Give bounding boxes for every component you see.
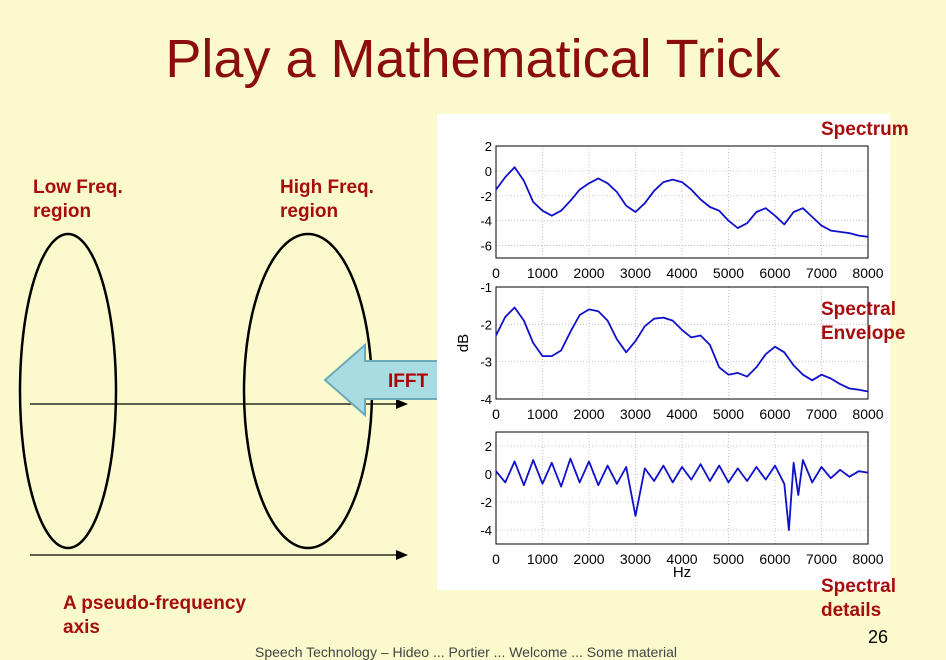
plot-2-y-tick-label: -1 xyxy=(480,280,492,295)
spectral-envelope-label-line1: Spectral xyxy=(821,299,896,320)
plot-1-y-tick-label: -2 xyxy=(480,189,492,204)
plot-1-y-tick-label: -6 xyxy=(480,239,492,254)
plot-3-x-tick-label: 8000 xyxy=(852,551,883,567)
spectral-envelope-label-line2: Envelope xyxy=(821,323,906,344)
plot-3-series-line xyxy=(495,457,869,531)
slide-footer: Speech Technology – Hideo ... Portier ..… xyxy=(255,644,678,660)
high-freq-label-line1: High Freq. xyxy=(280,177,374,198)
plot-1-x-tick-label: 7000 xyxy=(806,265,837,281)
low-freq-ellipse xyxy=(18,232,118,550)
plot-2-y-axis-label: dB xyxy=(455,334,472,352)
plot-2-y-tick-label: -3 xyxy=(480,355,492,370)
plot-1-x-tick-label: 0 xyxy=(492,265,500,281)
plot-1-x-tick-label: 3000 xyxy=(620,265,651,281)
spectral-details-label: Spectral details xyxy=(821,575,896,623)
plot-1-x-tick-label: 1000 xyxy=(527,265,558,281)
plot-1-x-tick-label: 5000 xyxy=(713,265,744,281)
plot-2-x-tick-label: 1000 xyxy=(527,406,558,422)
plot-2-x-tick-label: 2000 xyxy=(573,406,604,422)
plot-3-x-tick-label: 0 xyxy=(492,551,500,567)
pseudo-frequency-axis-label-line2: axis xyxy=(63,617,100,638)
plot-2-x-tick-label: 8000 xyxy=(852,406,883,422)
plot-1-x-tick-label: 4000 xyxy=(666,265,697,281)
plot-2-x-tick-label: 6000 xyxy=(759,406,790,422)
plot-1-x-tick-label: 8000 xyxy=(852,265,883,281)
plot-1-y-tick-label: -4 xyxy=(480,214,492,229)
plot-2-x-tick-label: 7000 xyxy=(806,406,837,422)
plot-2-x-tick-label: 5000 xyxy=(713,406,744,422)
plot-2-x-tick-label: 0 xyxy=(492,406,500,422)
plot-3-frame xyxy=(495,431,869,545)
plot-1-x-tick-label: 2000 xyxy=(573,265,604,281)
plot-2-y-tick-label: -2 xyxy=(480,317,492,332)
plot-1-y-tick-label: 2 xyxy=(485,139,492,154)
pseudo-frequency-axis-arrowhead xyxy=(396,550,408,560)
pseudo-frequency-axis-label-line1: A pseudo-frequency xyxy=(63,593,246,614)
plot-3-x-tick-label: 6000 xyxy=(759,551,790,567)
ifft-label: IFFT xyxy=(388,371,429,392)
plot-1-frame xyxy=(495,145,869,259)
low-freq-label-line1: Low Freq. xyxy=(33,177,123,198)
low-freq-label-line2: region xyxy=(33,201,92,222)
plot-2-x-tick-label: 3000 xyxy=(620,406,651,422)
spectral-details-label-line2: details xyxy=(821,600,882,621)
plot-2-frame xyxy=(495,286,869,400)
plot-1-x-tick-label: 6000 xyxy=(759,265,790,281)
plot-3-x-tick-label: 2000 xyxy=(573,551,604,567)
spectral-details-label-line1: Spectral xyxy=(821,576,896,597)
high-freq-label-line2: region xyxy=(280,201,339,222)
pseudo-frequency-axis-label: A pseudo-frequency axis xyxy=(63,592,246,640)
page-number: 26 xyxy=(868,627,889,647)
plot-1-y-tick-label: 0 xyxy=(485,164,492,179)
plot-3-x-tick-label: 7000 xyxy=(806,551,837,567)
low-freq-label: Low Freq. region xyxy=(33,176,123,224)
plot-2-x-tick-label: 4000 xyxy=(666,406,697,422)
plot-3-x-tick-label: 3000 xyxy=(620,551,651,567)
spectral-envelope-label: Spectral Envelope xyxy=(821,298,905,346)
spectrum-plots: 0 1000 2000 3000 4000 5000 6000 7000 800020-2-4-… xyxy=(455,139,884,581)
spectrum-label: Spectrum xyxy=(821,119,909,140)
plot-3-y-tick-label: 0 xyxy=(485,467,492,482)
upper-axis-arrowhead xyxy=(396,399,408,409)
plot-3-y-tick-label: -2 xyxy=(480,495,492,510)
plot-2-series-line xyxy=(495,306,869,393)
plot-3-y-tick-label: 2 xyxy=(485,439,492,454)
plot-3-x-tick-label: 1000 xyxy=(527,551,558,567)
plot-3-x-tick-label: 5000 xyxy=(713,551,744,567)
plot-3-y-tick-label: -4 xyxy=(480,523,492,538)
high-freq-label: High Freq. region xyxy=(280,176,374,224)
spectrum-plots-panel: 0 1000 2000 3000 4000 5000 6000 7000 8000 2 0 -2 -4-… xyxy=(437,114,890,590)
plot-1-series-line xyxy=(495,166,869,238)
plot-2-y-tick-label: -4 xyxy=(480,392,492,407)
plot-3-x-axis-label: Hz xyxy=(673,564,691,581)
plot-3-x-tick-label: 4000 xyxy=(666,551,697,567)
slide-title: Play a Mathematical Trick xyxy=(165,29,781,89)
